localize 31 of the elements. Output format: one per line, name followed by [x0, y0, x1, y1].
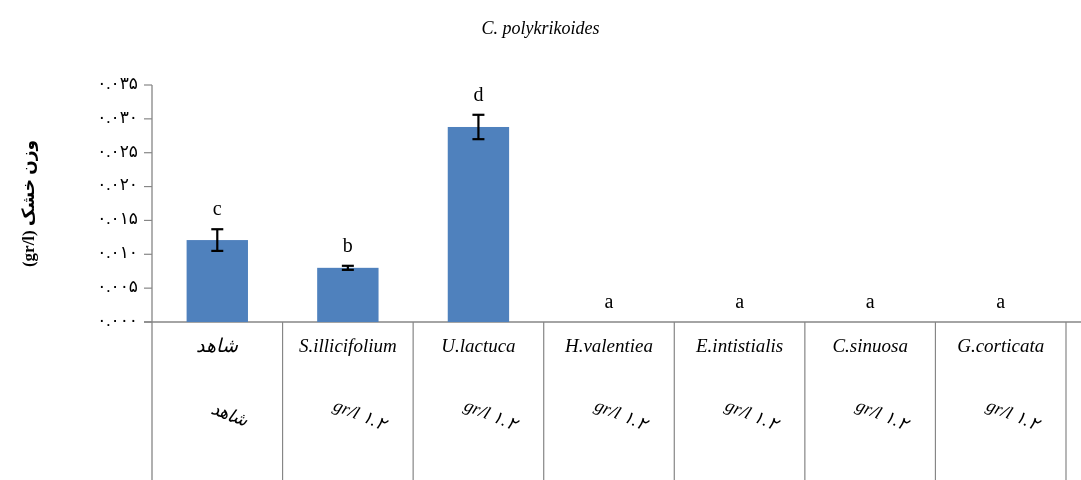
xtick: شاهد	[196, 334, 239, 356]
annotation: gr/l ۱.۲	[983, 394, 1043, 434]
xtick: S.illicifolium	[299, 334, 397, 356]
ytick: ۰.۰۱۵	[97, 209, 138, 229]
annotation: gr/l ۱.۲	[722, 394, 782, 434]
title: C. polykrikoides	[481, 18, 600, 38]
annotation: c	[212, 197, 222, 220]
xtick: H.valentiea	[564, 334, 654, 356]
annotation: gr/l ۱.۲	[461, 394, 520, 434]
annotation: شاهد	[208, 398, 251, 431]
ylabel: وزن خشک (gr/l)	[18, 139, 38, 268]
annotation: a	[996, 290, 1006, 312]
xtick: C.sinuosa	[832, 334, 908, 356]
annotation: b	[342, 233, 353, 256]
ytick: ۰.۰۰۰	[97, 310, 138, 330]
ytick: ۰.۰۳۰	[97, 107, 138, 127]
annotation: gr/l ۱.۲	[592, 394, 651, 434]
xtick: E.intistialis	[696, 334, 784, 356]
annotation: d	[473, 82, 484, 105]
ytick: ۰.۰۲۵	[97, 141, 138, 161]
annotation: a	[865, 290, 875, 312]
annotation: a	[735, 290, 744, 312]
annotation: a	[604, 290, 614, 312]
annotation: gr/l ۱.۲	[853, 394, 912, 434]
ytick: ۰.۰۳۵	[97, 73, 138, 93]
xtick: U.lactuca	[441, 334, 516, 356]
xtick: G.corticata	[957, 334, 1045, 356]
ytick: ۰.۰۲۰	[97, 175, 138, 195]
ytick: ۰.۰۰۵	[97, 277, 138, 297]
ytick: ۰.۰۱۰	[97, 243, 138, 263]
annotation: gr/l ۱.۲	[330, 394, 390, 434]
